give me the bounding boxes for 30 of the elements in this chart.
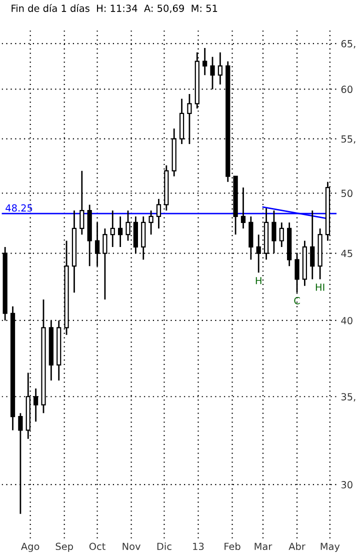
x-tick-label: Mar: [254, 542, 272, 550]
y-tick-label: 50: [341, 190, 352, 198]
x-tick-label: 13: [193, 542, 204, 550]
x-tick-label: Nov: [122, 542, 140, 550]
x-tick-label: Dic: [157, 542, 172, 550]
chart-title: Fin de día 1 días H: 11:34 A: 50,69 M: 51: [12, 4, 218, 13]
y-tick-label: 65,: [341, 40, 356, 48]
y-tick-label: 40: [341, 316, 352, 324]
x-tick-label: May: [320, 542, 340, 552]
ref-line-label: 48.25: [6, 204, 32, 212]
x-tick-label: Oct: [89, 542, 106, 550]
y-tick-label: 55,: [341, 135, 356, 144]
y-tick-label: 45: [341, 250, 352, 258]
annotation: C: [294, 296, 300, 304]
candlestick: [110, 210, 115, 248]
y-tick-label: 35,: [341, 393, 356, 402]
annotation: H: [256, 277, 262, 284]
y-tick-label: 30: [341, 481, 352, 488]
x-tick-label: Feb: [224, 542, 240, 550]
x-tick-label: Ago: [21, 542, 40, 552]
candlestick: [148, 210, 154, 236]
annotation: HI: [316, 284, 324, 291]
candlestick: [202, 47, 208, 76]
y-tick-label: 60: [341, 86, 352, 94]
candlestick: [156, 198, 162, 230]
x-tick-label: Abr: [288, 542, 306, 550]
candlestick: [218, 52, 222, 86]
x-tick-label: Sep: [56, 542, 73, 552]
candlestick: [118, 216, 123, 248]
candlestick: [279, 222, 284, 248]
